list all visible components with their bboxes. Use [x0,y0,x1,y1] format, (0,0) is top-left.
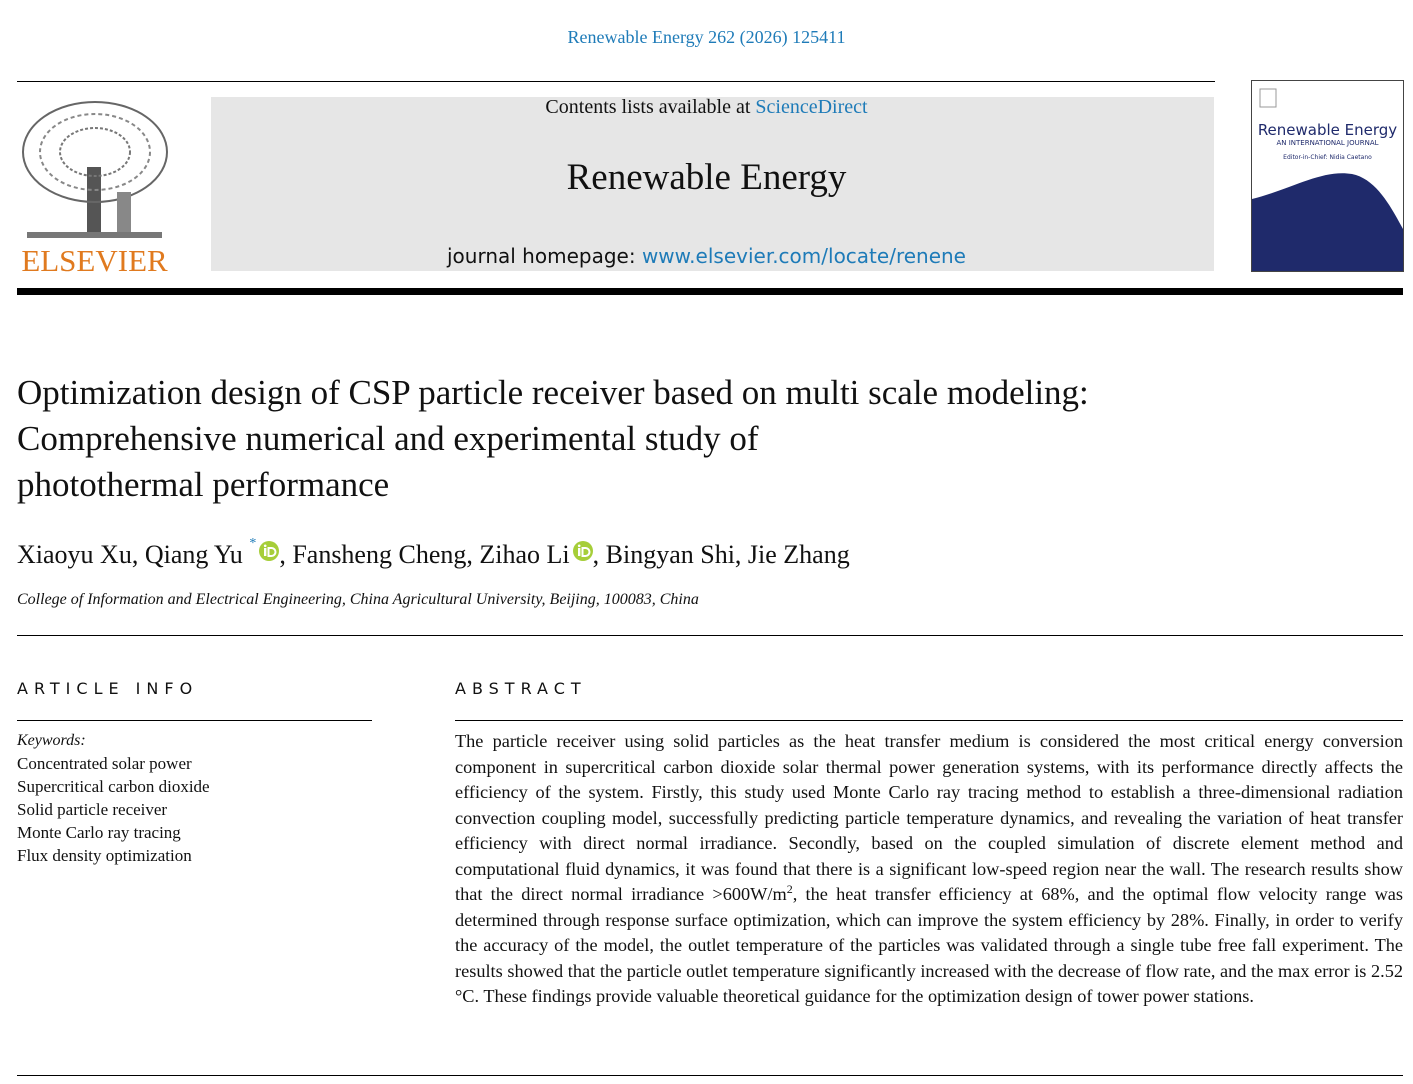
keyword: Flux density optimization [17,846,192,865]
author-name: Qiang Yu [144,540,243,569]
author-name: Zihao Li [479,540,570,569]
author-separator: , [592,540,600,569]
publisher-name: ELSEVIER [21,243,168,278]
abstract-text: The particle receiver using solid partic… [455,729,1403,1010]
keywords: Keywords: Concentrated solar power Superc… [17,729,210,867]
journal-title: Renewable Energy [566,157,847,198]
orcid [259,538,280,568]
title-line: Comprehensive numerical and experimental… [17,419,759,458]
thick-rule [17,288,1403,295]
rule [17,1075,1403,1076]
corresponding-marker: * [249,536,257,552]
superscript: 2 [786,881,793,896]
abstract-part: , the heat transfer efficiency at 68%, a… [455,884,1403,1006]
contents-prefix: Contents lists available at [545,96,751,118]
author-separator: , [131,540,139,569]
author-name: Bingyan Shi [605,540,735,569]
rule [455,720,1403,721]
homepage-link[interactable]: www.elsevier.com/locate/renene [641,244,966,268]
orcid-icon[interactable] [259,541,280,561]
keyword: Monte Carlo ray tracing [17,823,181,842]
publisher-logo [22,101,168,238]
author-separator: , [734,540,742,569]
author-name: Fansheng Cheng [292,540,467,569]
article-info-heading: ARTICLE INFO [17,679,199,698]
title-line: photothermal performance [17,465,390,504]
orcid [572,538,593,568]
author-separator: , [466,540,473,569]
author-list: Xiaoyu Xu, Qiang Yu *, Fansheng Cheng, Z… [17,536,850,570]
abstract-part: The particle receiver using solid partic… [455,731,1403,904]
homepage-line: journal homepage: www.elsevier.com/locat… [0,244,1413,268]
sciencedirect-link[interactable]: ScienceDirect [755,96,868,118]
keywords-label: Keywords: [17,732,86,749]
rule [17,81,1215,82]
title-line: Optimization design of CSP particle rece… [17,373,1089,412]
cover-title: Renewable Energy [1257,121,1398,139]
keyword: Concentrated solar power [17,754,192,773]
abstract-heading: ABSTRACT [455,679,587,698]
journal-banner [211,97,1214,271]
contents-line: Contents lists available at ScienceDirec… [0,96,1413,119]
journal-reference[interactable]: Renewable Energy 262 (2026) 125411 [567,27,846,47]
orcid-icon[interactable] [572,541,593,561]
keyword: Solid particle receiver [17,800,168,819]
cover-subtitle: AN INTERNATIONAL JOURNAL [1276,139,1379,147]
homepage-prefix: journal homepage: [447,244,636,268]
cover-editor: Editor-in-Chief: Nidia Caetano [1283,154,1372,161]
keyword: Supercritical carbon dioxide [17,777,210,796]
cover-art [1252,81,1403,271]
author-separator: , [279,540,286,569]
journal-cover[interactable]: Renewable Energy AN INTERNATIONAL JOURNA… [1251,80,1404,272]
author-name: Xiaoyu Xu [17,540,132,569]
affiliation: College of Information and Electrical En… [17,591,699,608]
author-name: Jie Zhang [747,540,850,569]
rule [17,720,372,721]
rule [17,635,1403,636]
